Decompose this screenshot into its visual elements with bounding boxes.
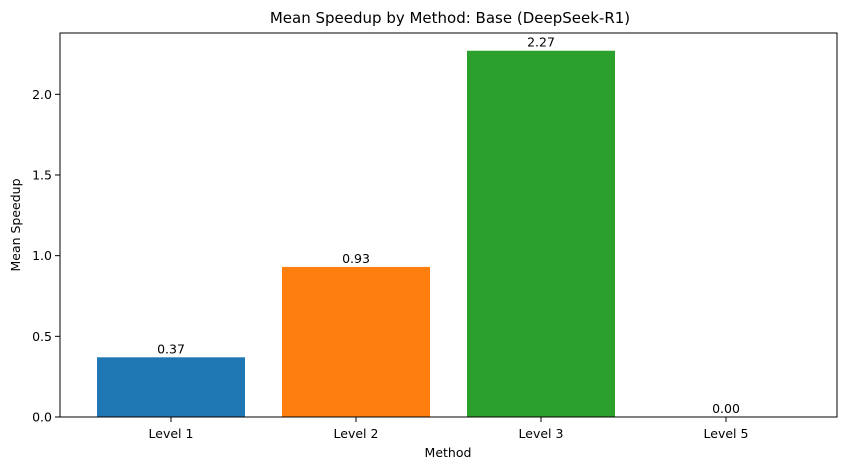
x-axis: Level 1 Level 2 Level 3 Level 5 (149, 417, 749, 441)
bar-value-label: 2.27 (527, 35, 555, 50)
bars-group: 0.37 0.93 2.27 0.00 (97, 35, 740, 418)
y-axis: 0.0 0.5 1.0 1.5 2.0 (32, 87, 60, 425)
y-axis-label: Mean Speedup (8, 178, 23, 271)
chart-title: Mean Speedup by Method: Base (DeepSeek-R… (270, 9, 630, 27)
bar-value-label: 0.37 (157, 341, 185, 356)
x-tick-label: Level 2 (334, 426, 379, 441)
bar-level-1 (97, 357, 245, 417)
bar-value-label: 0.00 (712, 401, 740, 416)
plot-frame (59, 32, 838, 418)
bar-level-3 (467, 50, 615, 418)
bar-level-2 (282, 266, 430, 417)
x-tick-label: Level 5 (704, 426, 749, 441)
bar-value-label: 0.93 (342, 251, 370, 266)
y-tick-label: 1.0 (32, 248, 52, 263)
x-tick-label: Level 3 (519, 426, 564, 441)
y-tick-label: 2.0 (32, 87, 52, 102)
y-tick-label: 0.0 (32, 410, 52, 425)
x-tick-label: Level 1 (149, 426, 194, 441)
y-tick-label: 0.5 (32, 329, 52, 344)
x-axis-label: Method (425, 445, 472, 460)
y-tick-label: 1.5 (32, 167, 52, 182)
